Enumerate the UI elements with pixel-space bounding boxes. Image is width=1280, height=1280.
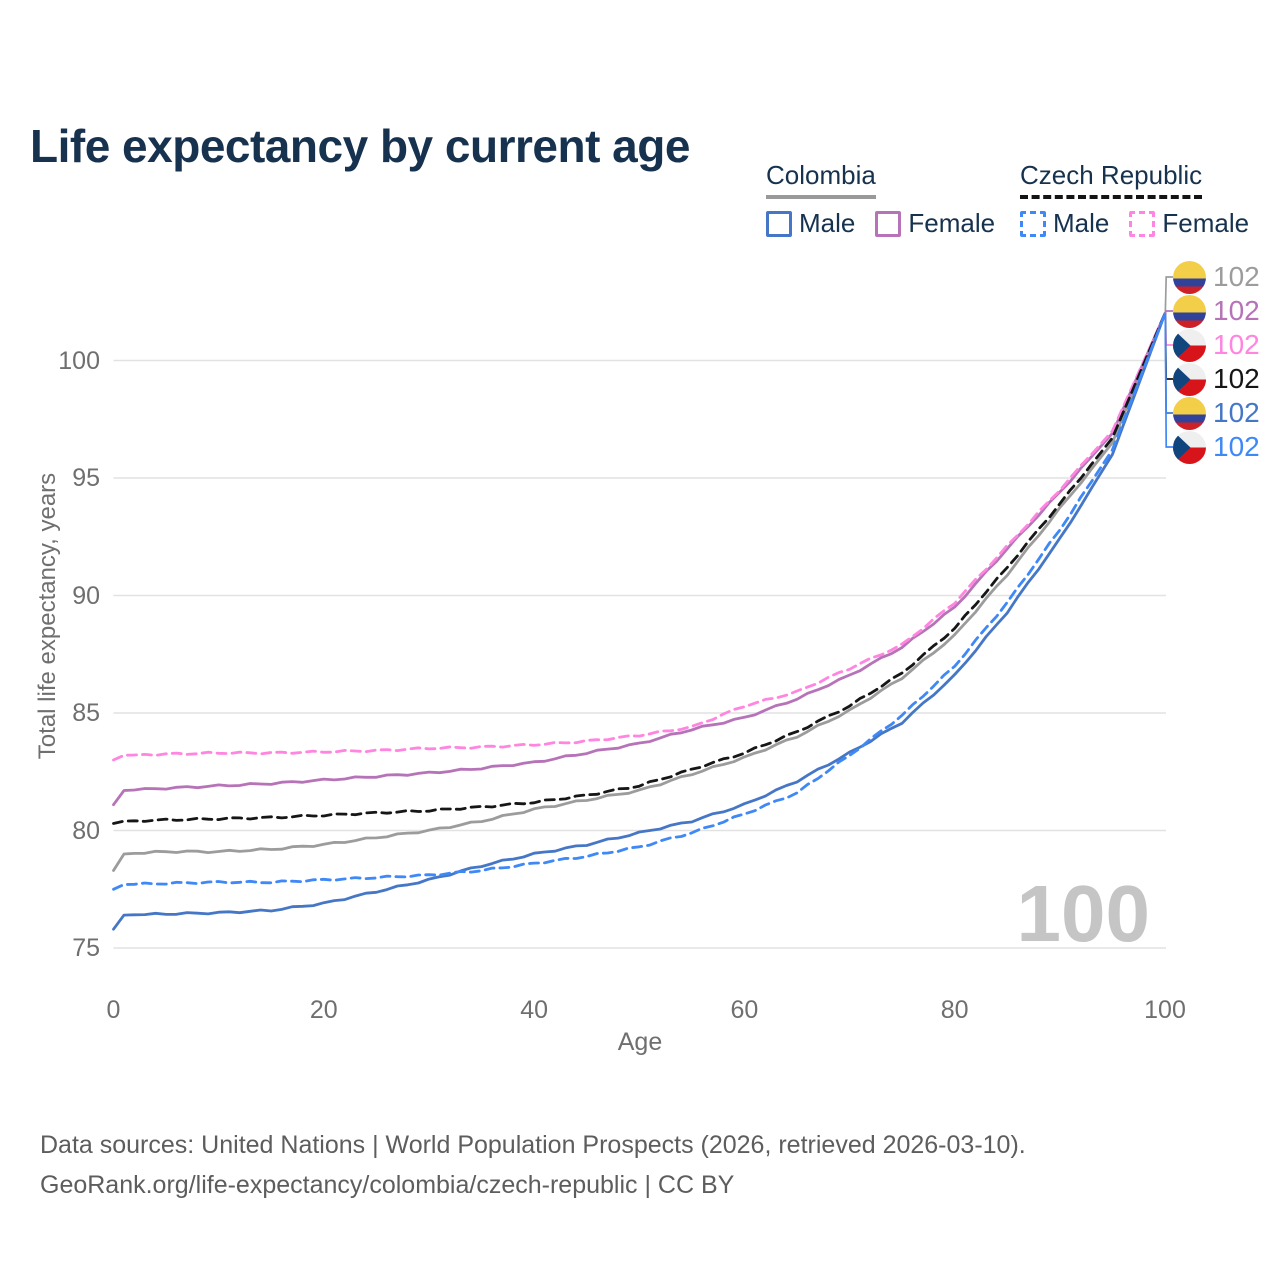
legend-czech-republic-toggle[interactable]: Czech Republic bbox=[1020, 160, 1203, 199]
legend-group-colombia: Colombia Male Female bbox=[766, 160, 995, 239]
data-sources-text: Data sources: United Nations | World Pop… bbox=[40, 1131, 1026, 1159]
y-tick-label: 100 bbox=[58, 346, 100, 375]
x-tick-label: 20 bbox=[309, 996, 338, 1024]
end-label-czech-female: 102 bbox=[1173, 328, 1260, 362]
end-value: 102 bbox=[1213, 295, 1260, 326]
attribution-link-text: GeoRank.org/life-expectancy/colombia/cze… bbox=[40, 1171, 735, 1199]
legend-label: Male bbox=[799, 208, 856, 238]
czech-female-swatch-icon bbox=[1129, 210, 1156, 237]
colombia-male-swatch-icon bbox=[766, 210, 792, 237]
x-tick-label: 60 bbox=[730, 996, 759, 1024]
end-value: 102 bbox=[1213, 261, 1260, 292]
legend-label: Male bbox=[1053, 208, 1110, 238]
age-counter-watermark: 100 bbox=[1016, 869, 1150, 958]
y-tick-label: 85 bbox=[72, 699, 100, 727]
legend-colombia-male-toggle[interactable]: Male bbox=[766, 208, 855, 239]
end-label-colombia-total: 102 bbox=[1173, 260, 1260, 294]
colombia-female-swatch-icon bbox=[875, 210, 902, 237]
x-tick-label: 40 bbox=[520, 996, 548, 1024]
end-value: 102 bbox=[1213, 431, 1260, 462]
end-value: 102 bbox=[1213, 329, 1260, 360]
end-value: 102 bbox=[1213, 397, 1260, 428]
x-tick-label: 80 bbox=[940, 996, 969, 1024]
legend-label: Female bbox=[908, 208, 996, 238]
legend-group-czech-republic: Czech Republic Male Female bbox=[1020, 160, 1249, 239]
y-tick-label: 90 bbox=[72, 581, 100, 610]
legend-colombia-toggle[interactable]: Colombia bbox=[766, 160, 876, 199]
end-label-czech-total: 102 bbox=[1173, 362, 1260, 396]
colombia-flag-icon bbox=[1173, 397, 1206, 430]
legend-czech-male-toggle[interactable]: Male bbox=[1020, 208, 1109, 239]
legend-czech-female-toggle[interactable]: Female bbox=[1129, 208, 1249, 239]
czech-flag-icon bbox=[1173, 431, 1206, 464]
czech-flag-icon bbox=[1173, 363, 1206, 396]
end-value: 102 bbox=[1213, 363, 1260, 394]
end-label-czech-male: 102 bbox=[1173, 430, 1260, 464]
x-tick-label: 100 bbox=[1144, 996, 1186, 1024]
colombia-flag-icon bbox=[1173, 261, 1206, 294]
legend-label: Female bbox=[1162, 208, 1250, 238]
x-tick-label: 0 bbox=[106, 996, 121, 1024]
czech-flag-icon bbox=[1173, 329, 1206, 362]
page-title: Life expectancy by current age bbox=[30, 119, 690, 172]
czech-male-swatch-icon bbox=[1020, 210, 1046, 237]
legend-colombia-female-toggle[interactable]: Female bbox=[875, 208, 995, 239]
x-axis-title: Age bbox=[617, 1028, 663, 1056]
y-tick-label: 95 bbox=[72, 464, 100, 492]
colombia-flag-icon bbox=[1173, 295, 1206, 328]
y-tick-label: 80 bbox=[72, 816, 100, 845]
end-label-colombia-male: 102 bbox=[1173, 396, 1260, 430]
end-label-colombia-female: 102 bbox=[1173, 294, 1260, 328]
y-tick-label: 75 bbox=[72, 934, 100, 962]
